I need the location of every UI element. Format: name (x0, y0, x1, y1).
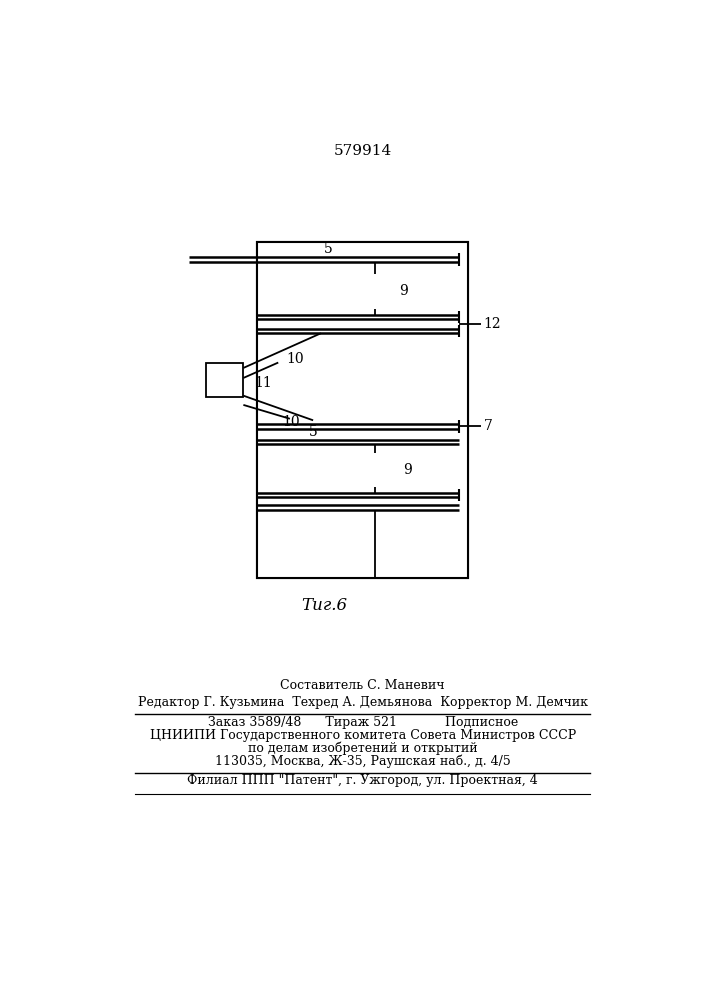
Text: 9: 9 (399, 284, 407, 298)
Text: 9: 9 (403, 463, 411, 477)
Text: 7: 7 (484, 419, 493, 433)
Text: ЦНИИПИ Государственного комитета Совета Министров СССР: ЦНИИПИ Государственного комитета Совета … (150, 729, 575, 742)
Bar (257, 242, 468, 578)
Text: Филиал ППП "Патент", г. Ужгород, ул. Проектная, 4: Филиал ППП "Патент", г. Ужгород, ул. Про… (187, 774, 538, 787)
Bar (257, 242, 468, 578)
Bar (206, 363, 243, 397)
Bar (358, 453, 392, 487)
Text: Редактор Г. Кузьмина  Техред А. Демьянова  Корректор М. Демчик: Редактор Г. Кузьмина Техред А. Демьянова… (138, 696, 588, 709)
Text: 11: 11 (255, 376, 272, 390)
Text: 10: 10 (287, 352, 305, 366)
Text: Τиг.6: Τиг.6 (302, 597, 348, 614)
Text: по делам изобретений и открытий: по делам изобретений и открытий (248, 742, 477, 755)
Text: 12: 12 (484, 317, 501, 331)
Text: 5: 5 (325, 242, 333, 256)
Text: 579914: 579914 (334, 144, 392, 158)
Text: 113035, Москва, Ж-35, Раушская наб., д. 4/5: 113035, Москва, Ж-35, Раушская наб., д. … (215, 755, 510, 768)
Text: Заказ 3589/48      Тираж 521            Подписное: Заказ 3589/48 Тираж 521 Подписное (208, 716, 518, 729)
Text: 10: 10 (282, 415, 300, 429)
Text: Составитель С. Маневич: Составитель С. Маневич (281, 679, 445, 692)
Bar (358, 274, 392, 309)
Text: 5: 5 (309, 425, 318, 439)
